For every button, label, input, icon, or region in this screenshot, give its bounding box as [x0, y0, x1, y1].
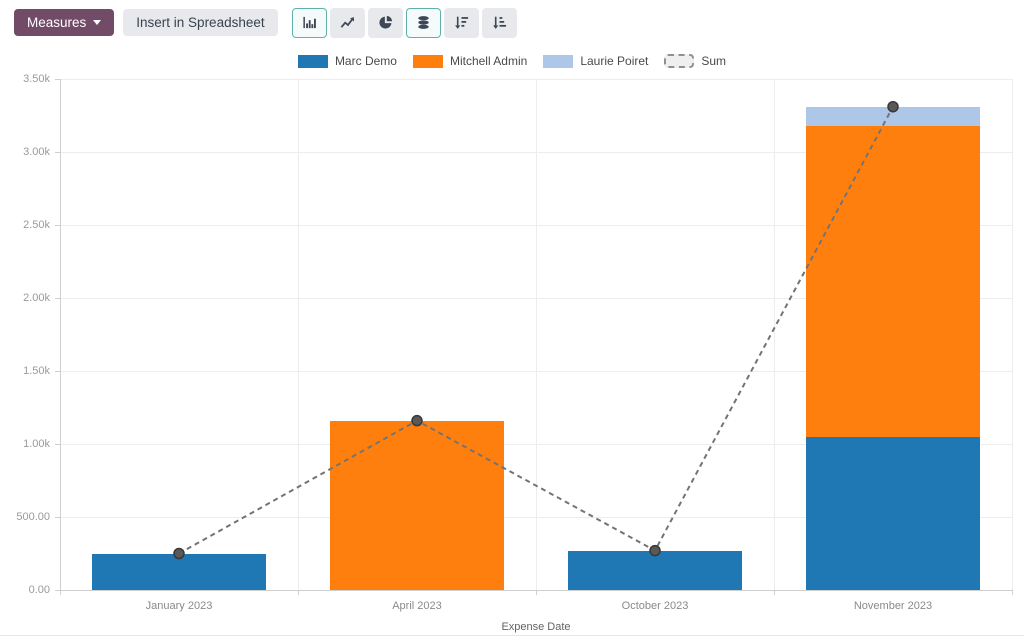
- measures-button[interactable]: Measures: [14, 8, 115, 37]
- gridline-vertical: [1011, 79, 1013, 590]
- bar-marc-demo[interactable]: [92, 553, 266, 590]
- bar-laurie-poiret[interactable]: [806, 106, 980, 126]
- graph-toolbar: Measures Insert in Spreadsheet: [0, 0, 1024, 45]
- gridline-vertical: [773, 79, 775, 590]
- y-tick: [55, 151, 60, 153]
- legend-swatch: [412, 54, 443, 68]
- legend-label: Marc Demo: [334, 54, 397, 68]
- y-tick: [55, 516, 60, 518]
- legend-swatch: [297, 54, 328, 68]
- x-axis-label: April 2023: [392, 600, 442, 612]
- x-tick: [535, 590, 537, 595]
- gridline-vertical: [297, 79, 299, 590]
- y-tick: [55, 78, 60, 80]
- y-tick: [55, 443, 60, 445]
- y-axis-label: 2.00k: [23, 292, 50, 304]
- line-chart-button[interactable]: [329, 7, 365, 38]
- legend-item-laurie-poiret[interactable]: Laurie Poiret: [543, 54, 648, 68]
- legend-label: Sum: [701, 54, 727, 68]
- bar-marc-demo[interactable]: [806, 436, 980, 590]
- x-tick: [59, 590, 61, 595]
- x-tick: [1011, 590, 1013, 595]
- stacked-icon: [416, 15, 431, 30]
- bar-chart-button[interactable]: [291, 7, 327, 38]
- sort-ascending-icon: [492, 15, 507, 30]
- y-axis-label: 500.00: [16, 511, 50, 523]
- x-axis-title: Expense Date: [501, 621, 571, 633]
- y-axis-label: 1.50k: [23, 365, 50, 377]
- y-axis-label: 2.50k: [23, 219, 50, 231]
- x-tick: [297, 590, 299, 595]
- y-axis-label: 0.00: [28, 584, 50, 596]
- measures-label: Measures: [27, 14, 87, 30]
- x-axis-label: November 2023: [853, 600, 933, 612]
- bar-mitchell-admin[interactable]: [330, 420, 504, 590]
- legend-item-mitchell-admin[interactable]: Mitchell Admin: [412, 54, 528, 68]
- bar-mitchell-admin[interactable]: [806, 125, 980, 437]
- legend-item-marc-demo[interactable]: Marc Demo: [297, 54, 397, 68]
- y-tick: [55, 589, 60, 591]
- chevron-down-icon: [93, 20, 102, 25]
- sort-descending-icon: [454, 15, 469, 30]
- legend-swatch-dashed: [664, 54, 695, 68]
- legend-label: Laurie Poiret: [580, 54, 649, 68]
- y-tick: [55, 224, 60, 226]
- insert-in-spreadsheet-button[interactable]: Insert in Spreadsheet: [123, 8, 278, 37]
- y-tick: [55, 370, 60, 372]
- y-axis-label: 3.00k: [23, 146, 50, 158]
- pie-chart-icon: [378, 15, 393, 30]
- y-tick: [55, 297, 60, 299]
- chart-type-button-group: [291, 7, 517, 38]
- legend-swatch: [543, 54, 574, 68]
- line-chart-icon: [340, 15, 355, 30]
- chart-legend: Marc Demo Mitchell Admin Laurie Poiret Sum: [0, 51, 1024, 71]
- x-axis-label: January 2023: [145, 600, 213, 612]
- sort-ascending-button[interactable]: [481, 7, 517, 38]
- y-axis-line: [59, 79, 61, 590]
- bar-marc-demo[interactable]: [568, 550, 742, 590]
- pie-chart-button[interactable]: [367, 7, 403, 38]
- bar-chart-icon: [302, 15, 317, 30]
- legend-label: Mitchell Admin: [449, 54, 528, 68]
- x-axis-label: October 2023: [621, 600, 689, 612]
- gridline-vertical: [535, 79, 537, 590]
- x-tick: [773, 590, 775, 595]
- legend-item-sum[interactable]: Sum: [664, 54, 726, 68]
- y-axis-label: 1.00k: [23, 438, 50, 450]
- sort-descending-button[interactable]: [443, 7, 479, 38]
- view-bottom-border: [0, 635, 1024, 636]
- stacked-button[interactable]: [405, 7, 441, 38]
- y-axis-label: 3.50k: [23, 73, 50, 85]
